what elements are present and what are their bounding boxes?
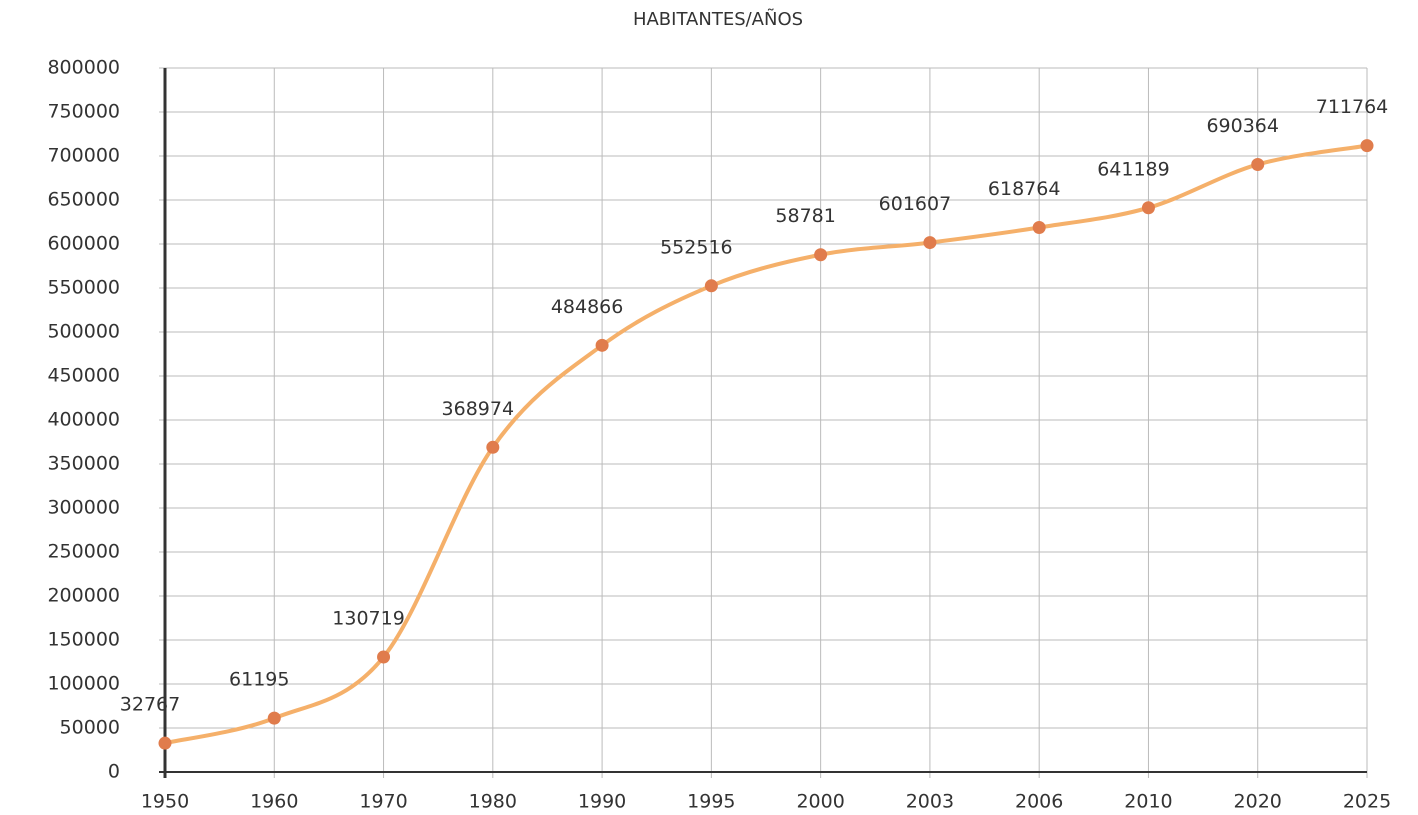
x-tick-label: 1970 — [359, 791, 407, 813]
point — [923, 236, 937, 250]
point — [486, 440, 500, 454]
y-tick-label: 350000 — [47, 453, 120, 475]
y-tick-label: 300000 — [47, 497, 120, 519]
x-tick-label: 1960 — [250, 791, 298, 813]
chart-title: HABITANTES/AÑOS — [633, 8, 803, 30]
y-tick-label: 500000 — [47, 321, 120, 343]
x-tick-label: 2003 — [906, 791, 954, 813]
x-tick-label: 1950 — [141, 791, 189, 813]
y-tick-label: 600000 — [47, 233, 120, 255]
point — [595, 338, 609, 352]
y-tick-label: 50000 — [60, 717, 120, 739]
point — [1360, 139, 1374, 153]
data-label: 130719 — [332, 607, 405, 629]
x-tick-label: 2000 — [796, 791, 844, 813]
data-label: 601607 — [879, 193, 952, 215]
x-tick-label: 1980 — [469, 791, 517, 813]
point — [1032, 220, 1046, 234]
point — [267, 711, 281, 725]
y-tick-label: 200000 — [47, 585, 120, 607]
x-tick-label: 1990 — [578, 791, 626, 813]
point — [158, 736, 172, 750]
data-label: 641189 — [1097, 158, 1170, 180]
y-tick-label: 0 — [108, 761, 120, 783]
x-tick-label: 1995 — [687, 791, 735, 813]
point — [1251, 157, 1265, 171]
y-tick-label: 550000 — [47, 277, 120, 299]
y-tick-label: 650000 — [47, 189, 120, 211]
y-tick-label: 750000 — [47, 101, 120, 123]
point — [377, 650, 391, 664]
y-tick-label: 400000 — [47, 409, 120, 431]
y-tick-label: 450000 — [47, 365, 120, 387]
x-tick-label: 2006 — [1015, 791, 1063, 813]
y-tick-label: 250000 — [47, 541, 120, 563]
data-label: 58781 — [775, 205, 835, 227]
data-label: 618764 — [988, 178, 1061, 200]
y-tick-label: 100000 — [47, 673, 120, 695]
data-label: 32767 — [120, 694, 180, 716]
line — [164, 143, 1368, 746]
y-tick-label: 150000 — [47, 629, 120, 651]
y-tick-label: 800000 — [47, 57, 120, 79]
x-tick-label: 2020 — [1234, 791, 1282, 813]
x-tick-label: 2010 — [1124, 791, 1172, 813]
data-label: 690364 — [1206, 115, 1279, 137]
data-label: 484866 — [551, 296, 624, 318]
data-label: 711764 — [1316, 96, 1389, 118]
data-label: 61195 — [229, 669, 289, 691]
data-label: 552516 — [660, 236, 733, 258]
x-tick-label: 2025 — [1343, 791, 1391, 813]
point — [704, 279, 718, 293]
point — [814, 248, 828, 262]
data-label: 368974 — [442, 398, 515, 420]
point — [1141, 201, 1155, 215]
y-tick-label: 700000 — [47, 145, 120, 167]
